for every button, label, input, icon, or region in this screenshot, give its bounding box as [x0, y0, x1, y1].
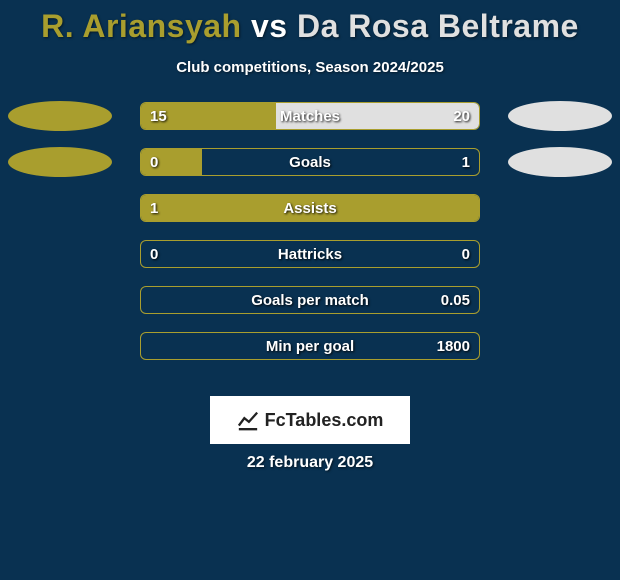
stat-bar: Goals per match [140, 286, 480, 314]
stat-label: Goals per match [141, 287, 479, 313]
player2-value: 0 [462, 240, 470, 268]
player2-value: 1 [462, 148, 470, 176]
stat-row: Matches15 20 [0, 102, 620, 148]
player2-value: 0.05 [441, 286, 470, 314]
vs-label: vs [251, 8, 288, 44]
stat-label: Hattricks [141, 241, 479, 267]
player1-value: 1 [150, 194, 158, 222]
player1-value: 0 [150, 148, 158, 176]
stat-row: Hattricks0 0 [0, 240, 620, 286]
stat-bar: Goals [140, 148, 480, 176]
player2-name: Da Rosa Beltrame [297, 8, 579, 44]
stat-label: Min per goal [141, 333, 479, 359]
source-badge: FcTables.com [210, 396, 410, 444]
player2-blob [508, 147, 612, 177]
player2-blob [508, 101, 612, 131]
subtitle: Club competitions, Season 2024/2025 [0, 59, 620, 76]
stat-bar: Hattricks [140, 240, 480, 268]
player1-blob [8, 147, 112, 177]
player1-blob [8, 101, 112, 131]
date-label: 22 february 2025 [0, 454, 620, 472]
player2-value: 20 [453, 102, 470, 130]
player1-fill [141, 195, 479, 221]
stat-bar: Min per goal [140, 332, 480, 360]
chart-icon [237, 409, 259, 431]
player1-name: R. Ariansyah [41, 8, 241, 44]
player2-value: 1800 [437, 332, 470, 360]
stats-rows: Matches1520Goals01Assists1Hattricks00Goa… [0, 102, 620, 378]
stat-row: Goals per match0.05 [0, 286, 620, 332]
stat-bar: Assists [140, 194, 480, 222]
comparison-title: R. Ariansyah vs Da Rosa Beltrame [0, 0, 620, 45]
stat-bar: Matches [140, 102, 480, 130]
player1-value: 15 [150, 102, 167, 130]
badge-text: FcTables.com [265, 410, 384, 431]
player2-fill [276, 103, 479, 129]
player1-value: 0 [150, 240, 158, 268]
stat-row: Min per goal1800 [0, 332, 620, 378]
stat-row: Assists1 [0, 194, 620, 240]
stat-row: Goals0 1 [0, 148, 620, 194]
